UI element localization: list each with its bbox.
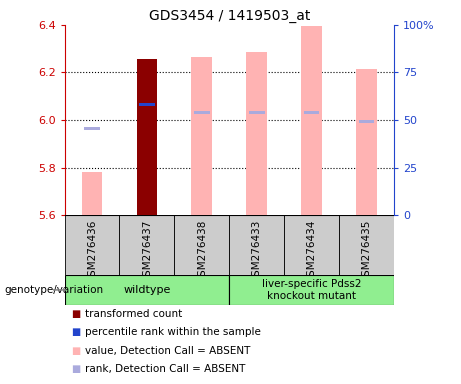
- Text: ■: ■: [71, 309, 81, 319]
- Text: GSM276434: GSM276434: [307, 220, 317, 283]
- Bar: [191, 57, 213, 215]
- Text: ■: ■: [71, 364, 81, 374]
- Text: ■: ■: [71, 346, 81, 356]
- Text: GSM276433: GSM276433: [252, 220, 262, 283]
- Text: wildtype: wildtype: [123, 285, 171, 295]
- Bar: [339, 215, 394, 275]
- Text: percentile rank within the sample: percentile rank within the sample: [85, 327, 261, 337]
- Bar: [174, 215, 229, 275]
- Text: genotype/variation: genotype/variation: [5, 285, 104, 295]
- Title: GDS3454 / 1419503_at: GDS3454 / 1419503_at: [148, 8, 310, 23]
- Bar: [84, 127, 100, 130]
- Bar: [136, 60, 157, 215]
- Text: ■: ■: [71, 327, 81, 337]
- Text: rank, Detection Call = ABSENT: rank, Detection Call = ABSENT: [85, 364, 246, 374]
- Bar: [246, 52, 267, 215]
- Text: GSM276435: GSM276435: [362, 220, 372, 283]
- Bar: [65, 215, 119, 275]
- Bar: [119, 215, 174, 275]
- Text: value, Detection Call = ABSENT: value, Detection Call = ABSENT: [85, 346, 251, 356]
- Bar: [139, 103, 154, 106]
- Text: GSM276436: GSM276436: [87, 220, 97, 283]
- Bar: [229, 275, 394, 305]
- Bar: [249, 111, 265, 114]
- Text: liver-specific Pdss2
knockout mutant: liver-specific Pdss2 knockout mutant: [262, 279, 361, 301]
- Bar: [301, 26, 322, 215]
- Bar: [65, 275, 229, 305]
- Bar: [356, 69, 377, 215]
- Text: transformed count: transformed count: [85, 309, 183, 319]
- Bar: [304, 111, 319, 114]
- Text: GSM276437: GSM276437: [142, 220, 152, 283]
- Bar: [82, 172, 102, 215]
- Bar: [194, 111, 210, 114]
- Bar: [284, 215, 339, 275]
- Bar: [229, 215, 284, 275]
- Bar: [359, 120, 374, 123]
- Text: GSM276438: GSM276438: [197, 220, 207, 283]
